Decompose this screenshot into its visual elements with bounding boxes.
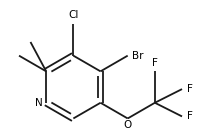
Text: F: F <box>187 111 192 121</box>
Text: F: F <box>152 58 158 68</box>
Text: F: F <box>187 84 192 94</box>
Text: N: N <box>34 98 42 108</box>
Text: Br: Br <box>132 51 143 61</box>
Text: O: O <box>124 120 132 130</box>
Text: Cl: Cl <box>68 10 78 20</box>
